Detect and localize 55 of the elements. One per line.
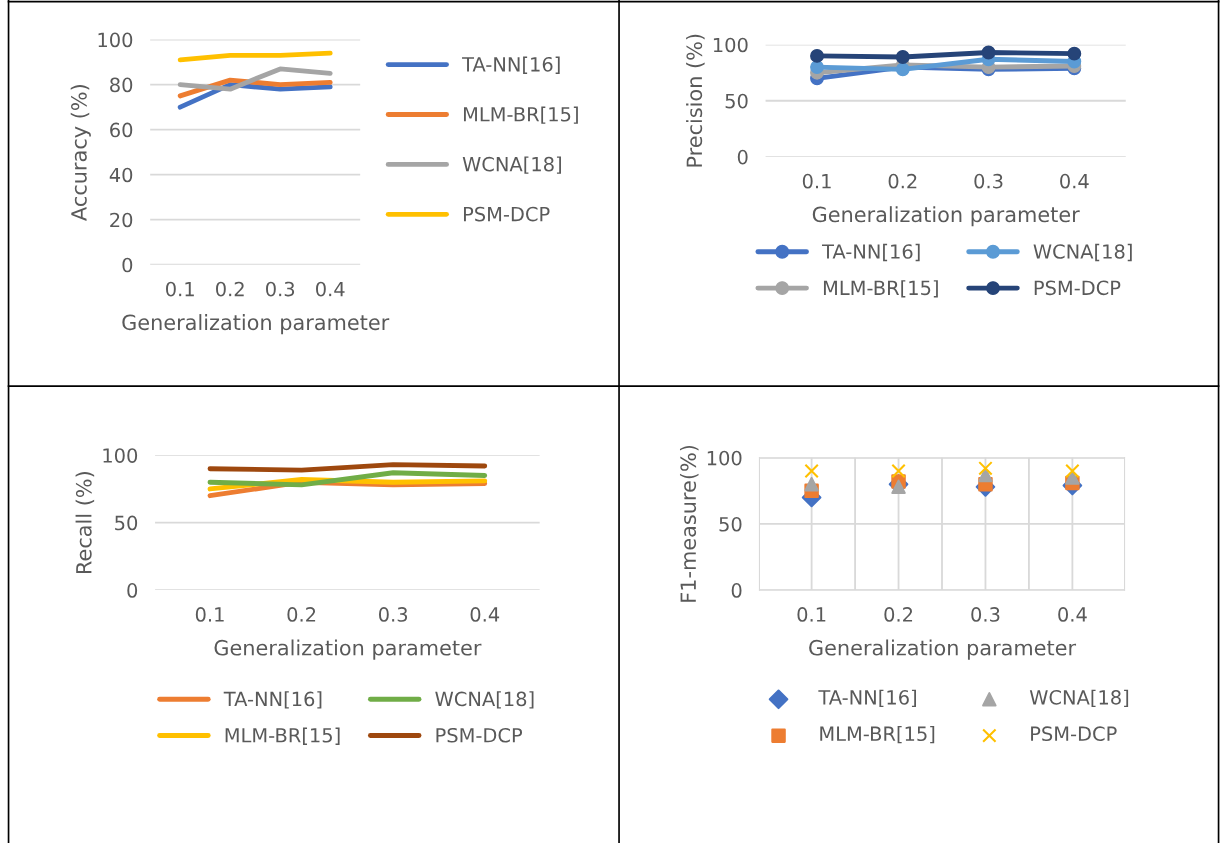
legend-label: TA-NN[16]	[822, 243, 920, 262]
y-tick-label: 80	[110, 77, 133, 93]
legend-label: PSM-DCP	[1031, 726, 1117, 742]
x-tick-label: 0.4	[1058, 607, 1087, 622]
legend-label: TA-NN[16]	[818, 689, 916, 707]
y-tick-label: 50	[719, 516, 742, 532]
legend-label: WCNA[18]	[1033, 243, 1132, 262]
legend-label: WCNA[18]	[435, 691, 534, 709]
y-tick-label: 50	[115, 515, 138, 531]
x-tick-label: 0.4	[470, 607, 500, 622]
x-tick-label: 0.4	[1060, 173, 1089, 189]
y-tick-label: 100	[707, 450, 742, 466]
y-tick-label: 0	[127, 583, 138, 598]
x-tick-label: 0.3	[378, 607, 408, 622]
x-tick-label: 0.4	[316, 281, 345, 297]
y-tick-label: 100	[98, 32, 133, 48]
x-tick-label: 0.1	[802, 173, 831, 189]
x-tick-label: 0.2	[884, 607, 913, 622]
legend-label: WCNA[18]	[462, 156, 561, 174]
x-tick-label: 0.2	[287, 607, 316, 622]
x-axis-title: Generalization parameter	[214, 639, 482, 660]
y-tick-label: 60	[110, 122, 133, 138]
legend-label: TA-NN[16]	[462, 56, 560, 74]
legend-label: WCNA[18]	[1029, 689, 1129, 707]
legend-label: MLM-BR[15]	[463, 106, 578, 124]
legend-label: TA-NN[16]	[223, 691, 322, 709]
y-tick-label: 40	[109, 167, 133, 183]
y-tick-label: 20	[110, 212, 133, 228]
x-tick-label: 0.2	[888, 173, 917, 189]
x-tick-label: 0.3	[974, 173, 1003, 189]
legend-label: PSM-DCP	[1034, 280, 1121, 296]
x-tick-label: 0.2	[216, 281, 244, 297]
legend-label: PSM-DCP	[436, 727, 523, 743]
x-tick-label: 0.1	[797, 607, 826, 622]
y-axis-title: F1-measure(%)	[679, 445, 699, 602]
x-axis-title: Generalization parameter	[122, 314, 390, 335]
x-axis-title: Generalization parameter	[812, 206, 1080, 227]
y-axis-title: Precision (%)	[686, 34, 705, 167]
legend-label: PSM-DCP	[463, 206, 550, 222]
legend-label: MLM-BR[15]	[225, 727, 340, 745]
y-tick-label: 100	[713, 37, 748, 53]
y-tick-label: 0	[731, 583, 742, 598]
y-axis-title: Recall (%)	[75, 472, 95, 574]
y-tick-label: 0	[737, 149, 748, 165]
y-tick-label: 100	[103, 448, 138, 463]
y-tick-label: 50	[725, 93, 748, 109]
y-axis-title: Accuracy (%)	[70, 85, 91, 221]
x-tick-label: 0.3	[266, 281, 295, 297]
x-tick-label: 0.3	[971, 607, 1000, 622]
x-axis-title: Generalization parameter	[809, 639, 1077, 660]
x-tick-label: 0.1	[166, 281, 194, 297]
legend-label: MLM-BR[15]	[820, 725, 935, 744]
y-tick-label: 0	[122, 257, 133, 273]
legend-label: MLM-BR[15]	[823, 280, 938, 298]
x-tick-label: 0.1	[195, 607, 224, 622]
